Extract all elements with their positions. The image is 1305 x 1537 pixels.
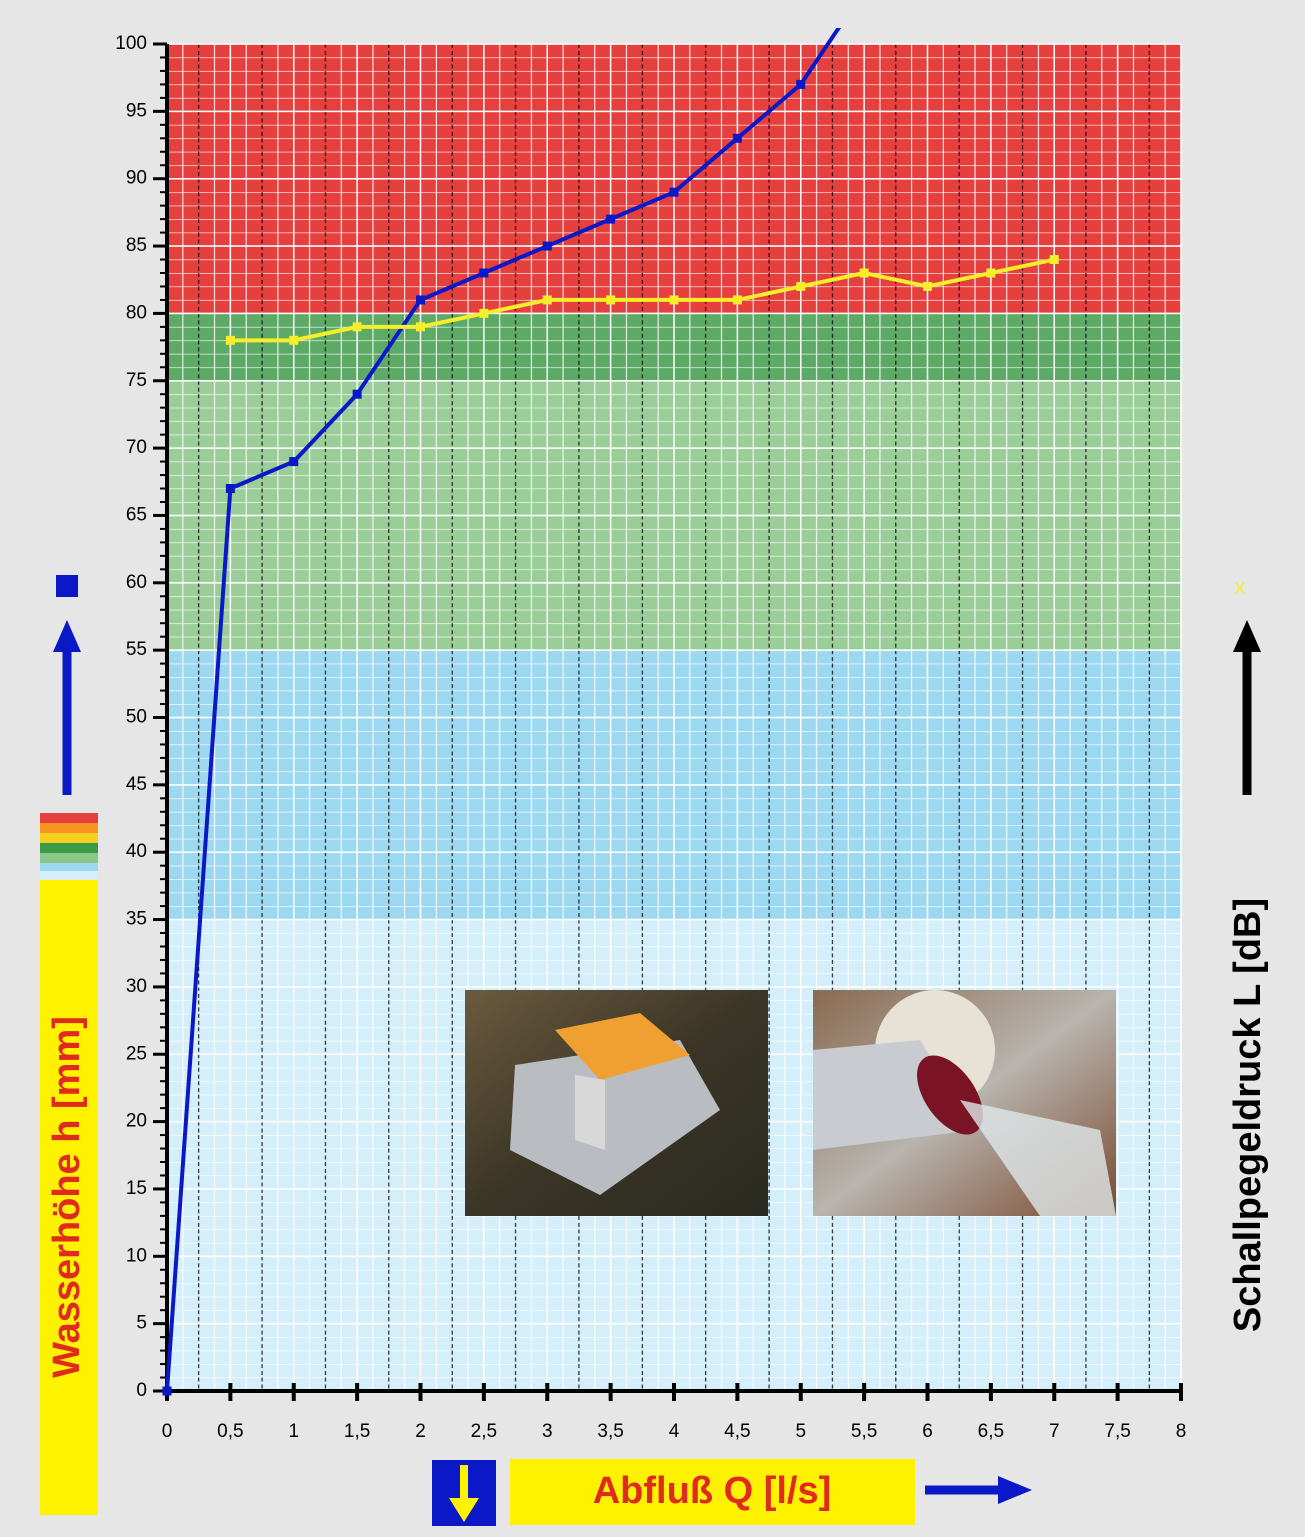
y-tick-label: 75 [126, 370, 147, 391]
x-axis-label: Abfluß Q [l/s] [593, 1470, 832, 1512]
y-tick-label: 15 [126, 1178, 147, 1199]
x-tick-label: 6,5 [978, 1421, 1004, 1442]
color-strip [40, 813, 98, 879]
data-point [670, 295, 679, 304]
data-point [226, 484, 235, 493]
x-tick-label: 3,5 [597, 1421, 623, 1442]
y-axis-label: Wasserhöhe h [mm] [46, 1016, 88, 1378]
y-tick-label: 20 [126, 1111, 147, 1132]
y2-axis-label: Schallpegeldruck L [dB] [1227, 898, 1269, 1332]
photo [465, 990, 768, 1216]
x-tick-label: 8 [1176, 1421, 1187, 1442]
data-point [163, 1387, 172, 1396]
data-point [543, 295, 552, 304]
x-tick-label: 1,5 [344, 1421, 370, 1442]
data-point [416, 322, 425, 331]
y-tick-label: 60 [126, 572, 147, 593]
y-tick-label: 5 [136, 1313, 147, 1334]
y-tick-label: 55 [126, 639, 147, 660]
y-tick-label: 40 [126, 841, 147, 862]
y-tick-label: 65 [126, 504, 147, 525]
y-tick-label: 35 [126, 909, 147, 930]
chart: 00,511,522,533,544,555,566,577,580510152… [0, 0, 1305, 1537]
data-point [986, 268, 995, 277]
y-tick-label: 85 [126, 235, 147, 256]
data-point [353, 322, 362, 331]
data-point [860, 268, 869, 277]
x-tick-label: 4 [669, 1421, 680, 1442]
data-point [543, 242, 552, 251]
x-tick-label: 5,5 [851, 1421, 877, 1442]
x-tick-label: 1 [288, 1421, 299, 1442]
data-point [606, 295, 615, 304]
x-tick-label: 2 [415, 1421, 426, 1442]
y-tick-label: 45 [126, 774, 147, 795]
y-tick-label: 70 [126, 437, 147, 458]
series-marker: x [1235, 576, 1245, 598]
x-tick-label: 6 [922, 1421, 933, 1442]
y-tick-label: 100 [115, 33, 147, 54]
data-point [606, 215, 615, 224]
y-tick-label: 50 [126, 707, 147, 728]
y-tick-label: 80 [126, 302, 147, 323]
y-tick-label: 95 [126, 100, 147, 121]
series-marker [56, 575, 78, 597]
arrow [925, 1476, 1032, 1504]
photo [813, 990, 1116, 1216]
data-point [923, 282, 932, 291]
x-tick-label: 5 [795, 1421, 806, 1442]
x-tick-label: 0 [162, 1421, 173, 1442]
arrow [53, 620, 81, 795]
data-point [353, 390, 362, 399]
data-point [479, 309, 488, 318]
data-point [670, 188, 679, 197]
x-tick-label: 7,5 [1104, 1421, 1130, 1442]
x-tick-label: 4,5 [724, 1421, 750, 1442]
data-point [289, 336, 298, 345]
x-tick-label: 3 [542, 1421, 553, 1442]
page: {"chart_data": {"type": "line", "y_label… [0, 0, 1305, 1537]
data-point [479, 268, 488, 277]
data-point [733, 134, 742, 143]
arrow [1233, 620, 1261, 795]
data-point [289, 457, 298, 466]
x-tick-label: 7 [1049, 1421, 1060, 1442]
arrow-icon [432, 1460, 496, 1526]
x-tick-label: 0,5 [217, 1421, 243, 1442]
y-tick-label: 0 [136, 1380, 147, 1401]
y-tick-label: 10 [126, 1245, 147, 1266]
data-point [796, 80, 805, 89]
data-point [796, 282, 805, 291]
y-tick-label: 30 [126, 976, 147, 997]
data-point [226, 336, 235, 345]
data-point [733, 295, 742, 304]
data-point [416, 295, 425, 304]
y-tick-label: 25 [126, 1043, 147, 1064]
x-tick-label: 2,5 [471, 1421, 497, 1442]
data-point [1050, 255, 1059, 264]
y-tick-label: 90 [126, 168, 147, 189]
